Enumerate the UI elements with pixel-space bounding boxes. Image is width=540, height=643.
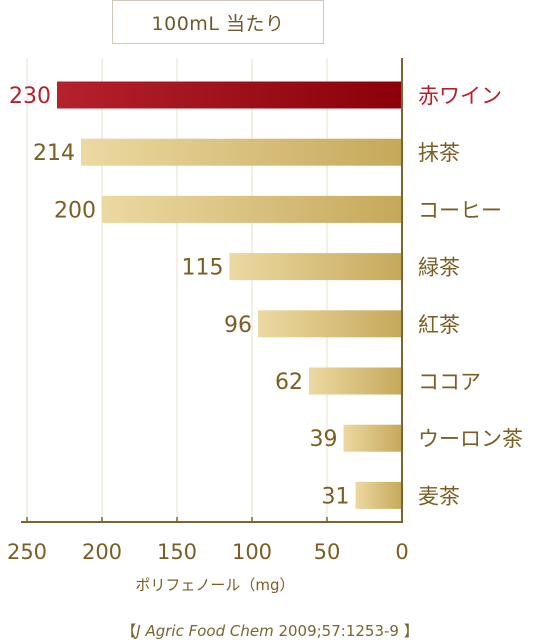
x-tick-label: 200	[82, 540, 122, 564]
category-label: ウーロン茶	[418, 427, 523, 451]
x-tick-label: 150	[157, 540, 197, 564]
value-label: 62	[275, 370, 303, 395]
bar	[309, 367, 402, 395]
x-tick-label: 250	[7, 540, 47, 564]
source-citation: 【J Agric Food Chem 2009;57:1253-9 】	[0, 620, 540, 641]
value-label: 96	[224, 313, 252, 338]
bar	[81, 138, 402, 166]
unit-label: 100mL 当たり	[151, 12, 285, 35]
x-tick-label: 100	[232, 540, 272, 564]
bar	[258, 310, 402, 338]
source-journal: J Agric Food Chem	[136, 622, 274, 640]
source-open-bracket: 【	[121, 622, 137, 640]
unit-label-box: 100mL 当たり	[112, 0, 324, 44]
value-label: 31	[322, 484, 350, 509]
value-label: 214	[33, 141, 75, 166]
category-label: ココア	[418, 370, 481, 394]
value-label: 230	[9, 84, 51, 109]
bar	[102, 195, 402, 223]
value-label: 115	[182, 256, 224, 281]
bar	[57, 81, 402, 109]
x-tick-label: 50	[314, 540, 341, 564]
category-label: 紅茶	[418, 313, 460, 337]
category-label: 赤ワイン	[418, 84, 502, 108]
x-tick-label: 0	[395, 540, 408, 564]
category-label: 緑茶	[418, 256, 460, 280]
category-label: 麦茶	[418, 484, 460, 508]
x-axis-title: ポリフェノール（mg）	[135, 576, 294, 594]
value-label: 39	[310, 427, 338, 452]
bar	[355, 481, 402, 509]
value-label: 200	[54, 198, 96, 223]
bar	[343, 424, 402, 452]
bar	[229, 253, 402, 281]
category-label: 抹茶	[418, 141, 460, 165]
source-close-bracket: 】	[403, 622, 419, 640]
source-details: 2009;57:1253-9	[273, 622, 404, 640]
category-label: コーヒー	[418, 198, 502, 222]
